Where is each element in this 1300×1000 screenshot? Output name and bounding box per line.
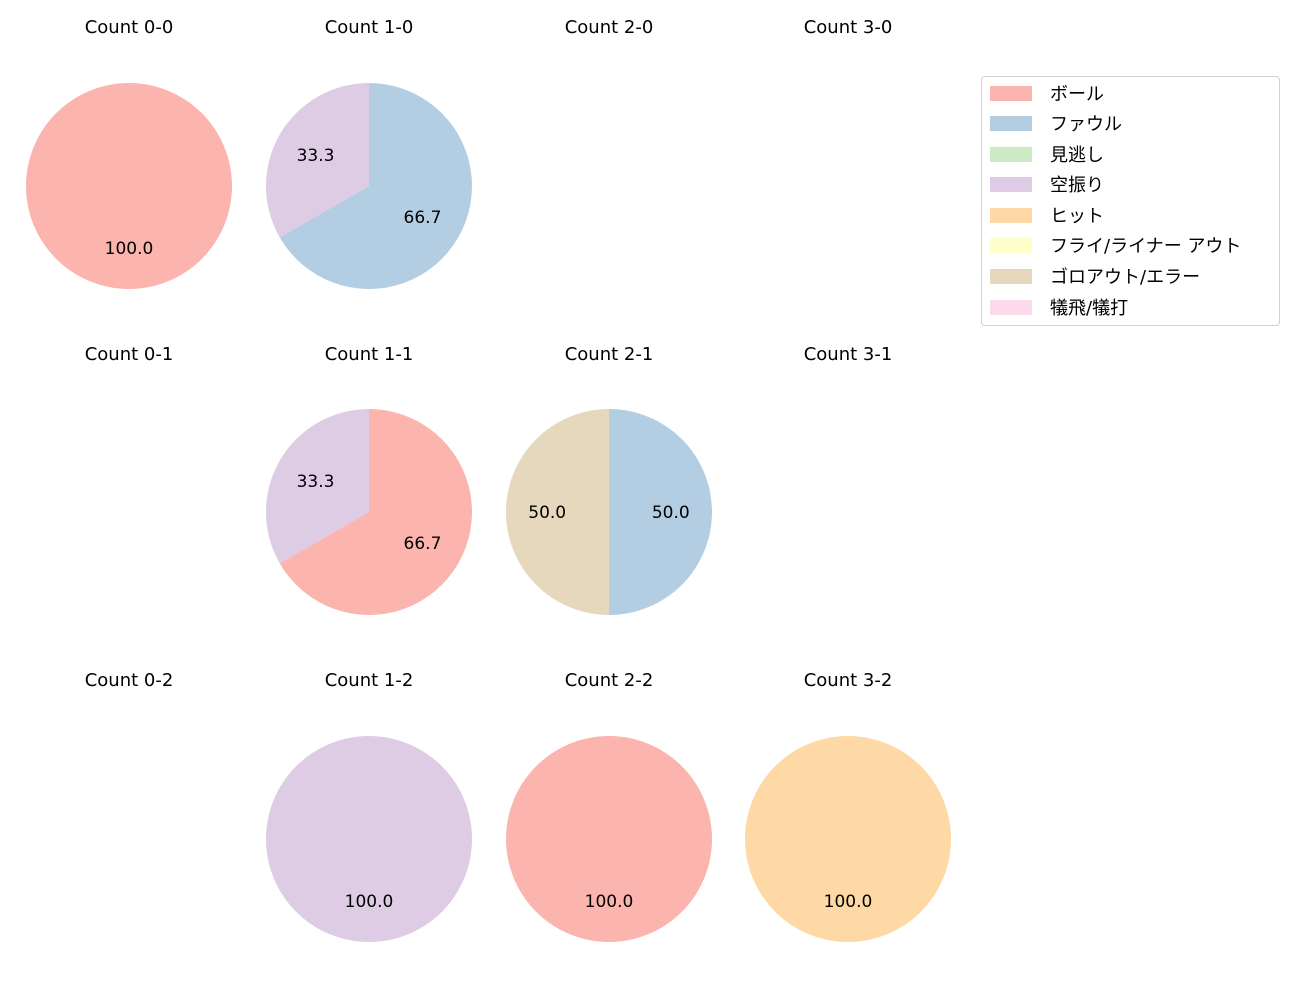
pie-slice-label: 66.7 bbox=[404, 208, 442, 228]
legend-swatch bbox=[990, 115, 1032, 131]
pie-slice bbox=[279, 409, 472, 615]
legend-item: ファウル bbox=[990, 113, 1122, 135]
legend-item: フライ/ライナー アウト bbox=[990, 235, 1242, 257]
legend-swatch bbox=[990, 85, 1032, 101]
subplot-title: Count 1-0 bbox=[324, 17, 414, 38]
subplot-title: Count 0-2 bbox=[84, 670, 174, 691]
subplot-title: Count 1-1 bbox=[324, 344, 414, 365]
pie-slice bbox=[506, 409, 609, 615]
subplot-title: Count 2-1 bbox=[564, 344, 654, 365]
subplot-title: Count 3-2 bbox=[803, 670, 893, 691]
pie-slice bbox=[279, 83, 472, 289]
legend-label: 見逃し bbox=[1050, 145, 1104, 166]
pie-slice bbox=[506, 736, 712, 942]
legend-label: 犠飛/犠打 bbox=[1050, 298, 1129, 319]
subplot-title: Count 2-0 bbox=[564, 17, 654, 38]
pie-slice-label: 66.7 bbox=[404, 534, 442, 554]
pie-slice bbox=[266, 83, 369, 238]
legend-label: ファウル bbox=[1050, 114, 1122, 135]
subplot-title: Count 3-1 bbox=[803, 344, 893, 365]
legend-swatch bbox=[990, 207, 1032, 223]
legend-label: ゴロアウト/エラー bbox=[1050, 267, 1201, 288]
legend-swatch bbox=[990, 299, 1032, 315]
pie-slice-label: 33.3 bbox=[297, 146, 335, 166]
legend-item: 空振り bbox=[990, 174, 1104, 196]
pie-slice-label: 100.0 bbox=[824, 892, 873, 912]
legend-item: ヒット bbox=[990, 205, 1104, 227]
pie-slice bbox=[266, 409, 369, 564]
legend-label: ボール bbox=[1050, 84, 1104, 105]
pie-slice-label: 50.0 bbox=[528, 503, 566, 523]
subplot-title: Count 2-2 bbox=[564, 670, 654, 691]
legend-label: 空振り bbox=[1050, 175, 1104, 196]
pie-slice-label: 100.0 bbox=[345, 892, 394, 912]
subplot-title: Count 3-0 bbox=[803, 17, 893, 38]
legend-swatch bbox=[990, 268, 1032, 284]
legend-label: ヒット bbox=[1050, 206, 1104, 227]
subplot-title: Count 1-2 bbox=[324, 670, 414, 691]
legend-item: ボール bbox=[990, 83, 1104, 105]
legend: ボール ファウル 見逃し 空振り ヒット フライ/ライナー アウト ゴロアウト/… bbox=[981, 76, 1280, 326]
pie-slice bbox=[26, 83, 232, 289]
pie-slice-label: 100.0 bbox=[105, 239, 154, 259]
subplot-title: Count 0-0 bbox=[84, 17, 174, 38]
legend-swatch bbox=[990, 237, 1032, 253]
pie-slice-label: 33.3 bbox=[297, 472, 335, 492]
subplot-title: Count 0-1 bbox=[84, 344, 174, 365]
legend-item: 見逃し bbox=[990, 144, 1104, 166]
legend-swatch bbox=[990, 176, 1032, 192]
pie-slice bbox=[266, 736, 472, 942]
pie-slice-label: 100.0 bbox=[585, 892, 634, 912]
pie-slice-label: 50.0 bbox=[652, 503, 690, 523]
legend-item: 犠飛/犠打 bbox=[990, 297, 1129, 319]
pie-slice bbox=[609, 409, 712, 615]
legend-swatch bbox=[990, 146, 1032, 162]
legend-label: フライ/ライナー アウト bbox=[1050, 236, 1242, 257]
pie-slice bbox=[745, 736, 951, 942]
legend-item: ゴロアウト/エラー bbox=[990, 266, 1201, 288]
